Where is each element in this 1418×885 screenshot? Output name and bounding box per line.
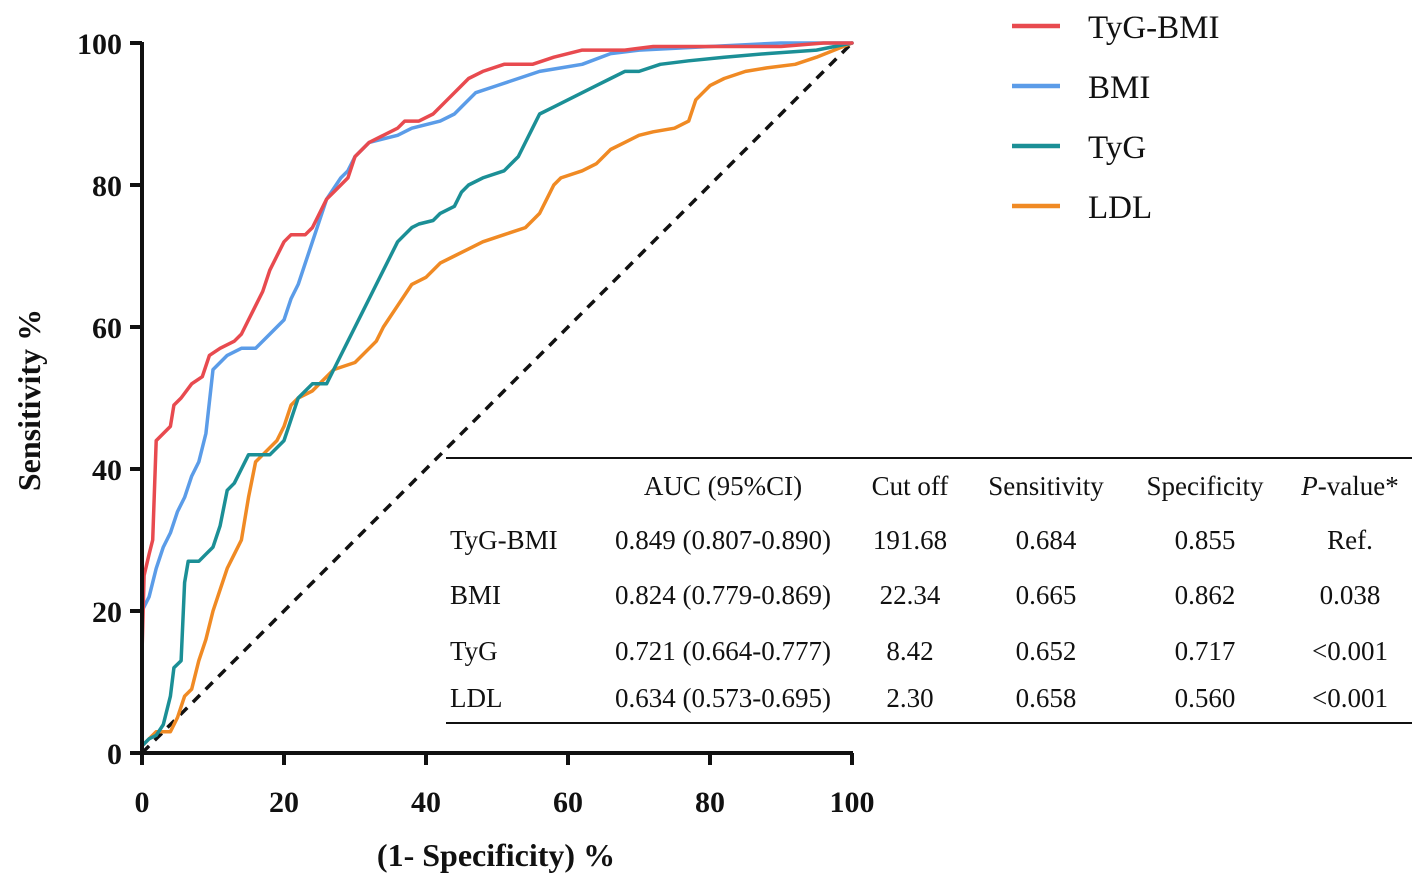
series-line-bmi [140, 41, 854, 755]
legend: TyG-BMI BMI TyG LDL [1012, 10, 1220, 226]
reference-line-layer [140, 41, 854, 755]
table-row: LDL 0.634 (0.573-0.695) 2.30 0.658 0.560 <0.0… [450, 683, 1388, 713]
x-tick-label: 80 [695, 786, 725, 819]
table-header-cell: AUC (95%CI) [644, 471, 802, 501]
x-tick-label: 40 [411, 786, 441, 819]
legend-label-tyg-bmi: TyG-BMI [1088, 10, 1220, 46]
legend-label-bmi: BMI [1088, 70, 1150, 106]
table-cell: 0.862 [1175, 580, 1236, 610]
table-row: BMI 0.824 (0.779-0.869) 22.34 0.665 0.862 0.0… [450, 580, 1380, 610]
table-cell: TyG-BMI [450, 525, 558, 555]
y-tick-label: 100 [77, 28, 122, 61]
table-cell: 0.665 [1016, 580, 1077, 610]
table-row: TyG 0.721 (0.664-0.777) 8.42 0.652 0.717 <0.0… [450, 636, 1388, 666]
table-cell: <0.001 [1312, 683, 1388, 713]
table-header-cell: Specificity [1147, 471, 1264, 501]
legend-label-tyg: TyG [1088, 130, 1146, 166]
table-cell: 0.634 (0.573-0.695) [615, 683, 831, 713]
series-line-tyg [140, 41, 854, 748]
table-header-cell: Cut off [872, 471, 949, 501]
table-header-cell: Sensitivity [988, 471, 1104, 501]
series-layer [140, 41, 854, 755]
table-cell: 0.717 [1175, 636, 1236, 666]
table-header-cell: P-value* [1300, 471, 1398, 501]
table-cell: TyG [450, 636, 498, 666]
table-cell: BMI [450, 580, 501, 610]
table-cell: 191.68 [873, 525, 947, 555]
y-axis-title: Sensitivity % [11, 309, 47, 491]
table-cell: 0.652 [1016, 636, 1077, 666]
table-cell: 0.038 [1320, 580, 1381, 610]
table-cell: Ref. [1327, 525, 1373, 555]
stats-table: AUC (95%CI) Cut off Sensitivity Specificity… [446, 457, 1412, 724]
table-cell: 0.855 [1175, 525, 1236, 555]
table-cell: 0.560 [1175, 683, 1236, 713]
reference-diagonal-line [140, 41, 854, 755]
axes-layer: 0 20 40 60 80 100 0 20 40 60 80 100 [77, 28, 875, 819]
y-tick-label: 80 [92, 170, 122, 203]
x-tick-label: 0 [135, 786, 150, 819]
table-cell: 0.824 (0.779-0.869) [615, 580, 831, 610]
x-tick-label: 100 [830, 786, 875, 819]
x-tick-label: 60 [553, 786, 583, 819]
table-cell: 0.849 (0.807-0.890) [615, 525, 831, 555]
series-line-ldl [140, 41, 854, 748]
series-line-tyg-bmi [140, 41, 854, 656]
x-tick-label: 20 [269, 786, 299, 819]
y-tick-label: 0 [107, 738, 122, 771]
y-tick-label: 40 [92, 454, 122, 487]
table-cell: 0.684 [1016, 525, 1077, 555]
y-tick-label: 60 [92, 312, 122, 345]
table-cell: 8.42 [886, 636, 933, 666]
table-cell: 0.658 [1016, 683, 1077, 713]
x-axis-title: (1- Specificity) % [377, 837, 615, 873]
table-cell: 2.30 [886, 683, 933, 713]
legend-label-ldl: LDL [1088, 190, 1152, 226]
table-cell: LDL [450, 683, 502, 713]
table-cell: 0.721 (0.664-0.777) [615, 636, 831, 666]
table-cell: 22.34 [880, 580, 941, 610]
y-tick-label: 20 [92, 596, 122, 629]
table-cell: <0.001 [1312, 636, 1388, 666]
table-row: TyG-BMI 0.849 (0.807-0.890) 191.68 0.684 0.8… [450, 525, 1373, 555]
